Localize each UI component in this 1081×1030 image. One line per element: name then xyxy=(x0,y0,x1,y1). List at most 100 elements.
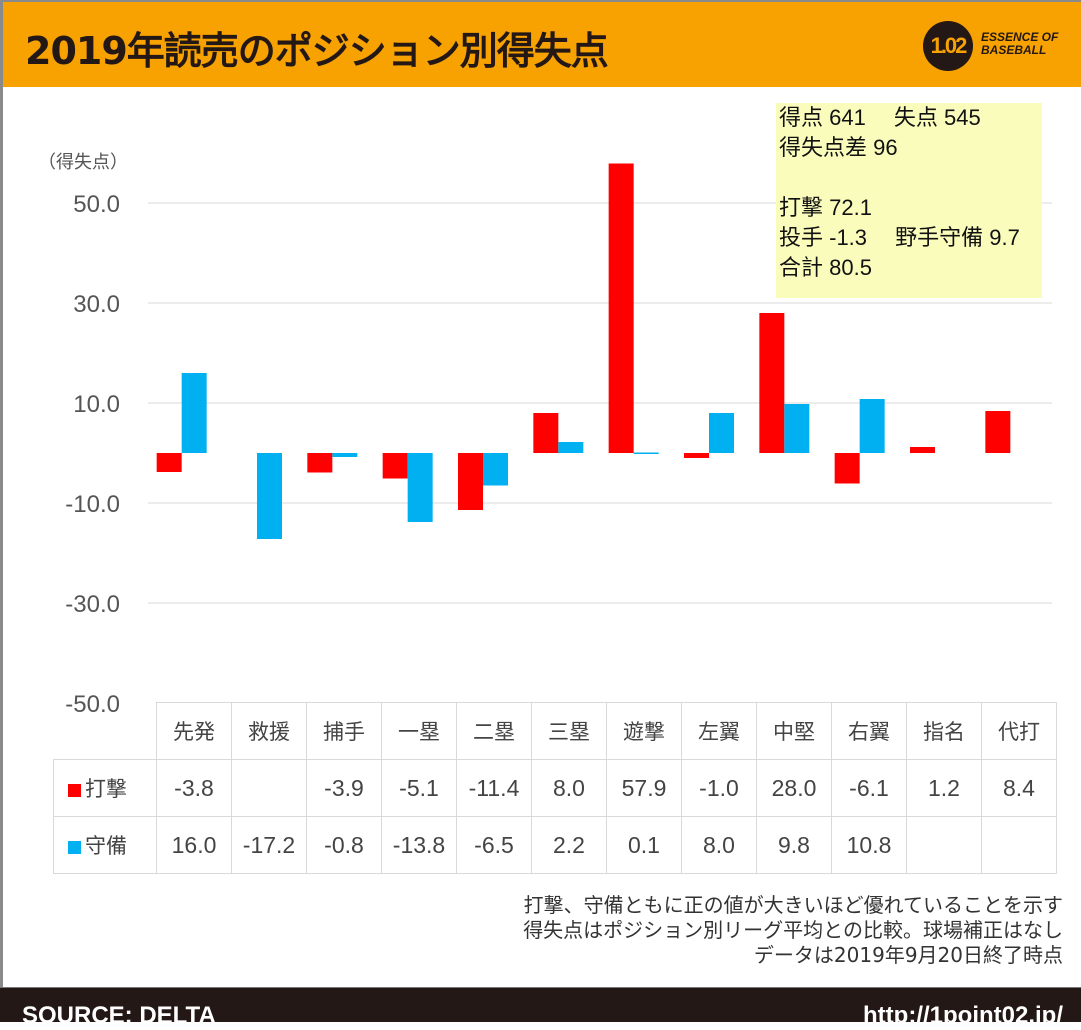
table-cell xyxy=(231,759,307,817)
fielding-bar xyxy=(407,453,433,522)
data-table: 先発 救援 捕手 一塁 二塁 三塁 遊撃 左翼 中堅 右翼 指名 代打 打撃 -… xyxy=(53,702,1057,874)
table-row-fielding: 守備 16.0 -17.2 -0.8 -13.8 -6.5 2.2 0.1 8.… xyxy=(53,816,1057,874)
baseball-logo-icon xyxy=(923,21,973,71)
legend-fielding-label: 守備 xyxy=(85,835,127,858)
logo-line-2: BASEBALL xyxy=(981,43,1047,57)
y-tick-label: 10.0 xyxy=(73,391,120,418)
note-line-1: 打撃、守備ともに正の値が大きいほど優れていることを示す xyxy=(523,893,1063,917)
batting-bar xyxy=(834,453,860,484)
table-row-batting: 打撃 -3.8 -3.9 -5.1 -11.4 8.0 57.9 -1.0 28… xyxy=(53,759,1057,817)
fielding-bar xyxy=(784,404,810,453)
category-header: 左翼 xyxy=(681,702,757,760)
logo-number: 1.02 xyxy=(930,33,968,58)
source-label: SOURCE: DELTA xyxy=(22,1002,216,1029)
table-cell xyxy=(981,816,1057,874)
table-cell: -3.8 xyxy=(156,759,232,817)
category-header: 右翼 xyxy=(831,702,907,760)
fielding-swatch-icon xyxy=(68,840,81,854)
y-tick-label: -30.0 xyxy=(65,591,120,618)
table-cell: -1.0 xyxy=(681,759,757,817)
fielding-bar xyxy=(633,452,659,454)
table-cell: 57.9 xyxy=(606,759,682,817)
table-cell: -6.5 xyxy=(456,816,532,874)
y-axis-label: （得失点） xyxy=(38,152,128,173)
logo-line-1: ESSENCE OF xyxy=(981,30,1059,44)
table-cell: 9.8 xyxy=(756,816,832,874)
table-cell: 8.0 xyxy=(681,816,757,874)
table-header-row: 先発 救援 捕手 一塁 二塁 三塁 遊撃 左翼 中堅 右翼 指名 代打 xyxy=(53,702,1057,760)
batting-bar xyxy=(684,453,709,458)
fielding-bar xyxy=(859,399,885,453)
table-cell: -3.9 xyxy=(306,759,382,817)
category-header: 三塁 xyxy=(531,702,607,760)
table-corner xyxy=(53,702,157,760)
table-cell: -0.8 xyxy=(306,816,382,874)
category-header: 救援 xyxy=(231,702,307,760)
logo-text: ESSENCE OF BASEBALL xyxy=(981,31,1058,57)
summary-box: 得点 641 失点 545 得失点差 96 ​ 打撃 72.1 投手 -1.3 … xyxy=(776,103,1042,298)
table-cell: -13.8 xyxy=(381,816,457,874)
fielding-bar xyxy=(257,453,282,539)
left-border xyxy=(0,0,3,1021)
table-cell: 28.0 xyxy=(756,759,832,817)
category-header: 中堅 xyxy=(756,702,832,760)
table-cell: 8.0 xyxy=(531,759,607,817)
batting-bar xyxy=(458,453,483,510)
table-cell: 10.8 xyxy=(831,816,907,874)
category-header: 遊撃 xyxy=(606,702,682,760)
bars xyxy=(156,163,1011,539)
y-tick-labels: 50.030.010.0-10.0-30.0-50.0 xyxy=(65,191,120,718)
batting-bar xyxy=(759,313,785,453)
fielding-bar xyxy=(709,413,734,453)
legend-batting: 打撃 xyxy=(53,759,157,817)
bar-chart: （得失点） 50.030.010.0-10.0-30.0-50.0 xyxy=(38,152,1052,718)
table-cell: 0.1 xyxy=(606,816,682,874)
fielding-bar xyxy=(558,442,584,453)
logo: 1.02 ESSENCE OF BASEBALL xyxy=(923,19,1081,75)
table-cell: -5.1 xyxy=(381,759,457,817)
category-header: 一塁 xyxy=(381,702,457,760)
footer-bar: SOURCE: DELTA http://1point02.jp/ xyxy=(0,987,1081,1029)
table-cell: 1.2 xyxy=(906,759,982,817)
y-tick-label: -10.0 xyxy=(65,491,120,518)
header-banner: 2019年読売のポジション別得失点 1.02 ESSENCE OF BASEBA… xyxy=(3,2,1081,87)
batting-bar xyxy=(382,453,408,479)
category-header: 先発 xyxy=(156,702,232,760)
batting-bar xyxy=(307,453,333,473)
batting-bar xyxy=(156,453,182,472)
gridlines xyxy=(148,202,1052,604)
summary-total: 合計 80.5 xyxy=(779,255,872,280)
category-header: 代打 xyxy=(981,702,1057,760)
page-title: 2019年読売のポジション別得失点 xyxy=(25,29,609,73)
category-header: 捕手 xyxy=(306,702,382,760)
batting-bar xyxy=(910,447,935,453)
top-border xyxy=(0,0,1081,2)
footnotes: 打撃、守備ともに正の値が大きいほど優れていることを示す 得失点はポジション別リー… xyxy=(523,893,1063,968)
batting-bar xyxy=(533,413,559,453)
summary-batting: 打撃 72.1 xyxy=(779,195,872,220)
note-line-2: 得失点はポジション別リーグ平均との比較。球場補正はなし xyxy=(523,918,1063,942)
batting-bar xyxy=(985,411,1011,453)
y-tick-label: 30.0 xyxy=(73,291,120,318)
table-cell: -11.4 xyxy=(456,759,532,817)
table-cell xyxy=(906,816,982,874)
site-url[interactable]: http://1point02.jp/ xyxy=(863,1002,1063,1029)
legend-fielding: 守備 xyxy=(53,816,157,874)
summary-run-diff: 得失点差 96 xyxy=(779,135,898,160)
fielding-bar xyxy=(332,453,358,457)
category-header: 指名 xyxy=(906,702,982,760)
category-header: 二塁 xyxy=(456,702,532,760)
table-cell: 16.0 xyxy=(156,816,232,874)
table-cell: 8.4 xyxy=(981,759,1057,817)
table-cell: 2.2 xyxy=(531,816,607,874)
batting-bar xyxy=(608,163,634,453)
y-tick-label: 50.0 xyxy=(73,191,120,218)
fielding-bar xyxy=(181,373,207,453)
legend-batting-label: 打撃 xyxy=(85,778,127,801)
table-cell: -6.1 xyxy=(831,759,907,817)
summary-pitching-fielding: 投手 -1.3 野手守備 9.7 xyxy=(779,225,1020,250)
batting-swatch-icon xyxy=(68,783,81,797)
fielding-bar xyxy=(483,453,508,486)
summary-runs: 得点 641 失点 545 xyxy=(779,105,981,130)
summary-blank: ​ xyxy=(776,163,1042,193)
